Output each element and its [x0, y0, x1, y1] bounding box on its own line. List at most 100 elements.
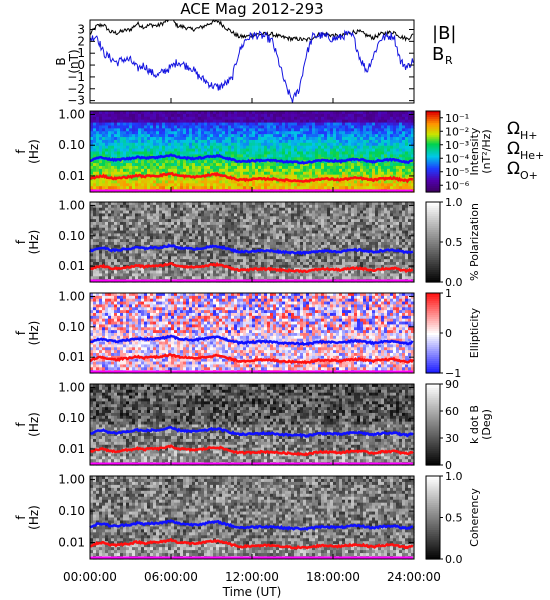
gyro-line-Hplus — [90, 153, 414, 165]
heatmap-cell — [138, 171, 142, 176]
heatmap-cell — [339, 125, 343, 129]
heatmap-cell — [261, 142, 265, 147]
heatmap-cell — [156, 116, 160, 121]
heatmap-cell — [330, 154, 334, 158]
heatmap-cell — [408, 151, 412, 155]
heatmap-cell — [90, 270, 94, 275]
heatmap-cell — [216, 128, 220, 132]
heatmap-cell — [210, 111, 214, 115]
heatmap-cell — [99, 148, 103, 153]
heatmap-cell — [90, 122, 94, 127]
heatmap-cell — [93, 256, 97, 260]
heatmap-cell — [321, 148, 325, 153]
heatmap-cell — [405, 145, 409, 150]
heatmap-cell — [351, 111, 355, 115]
heatmap-cell — [159, 113, 163, 118]
heatmap-cell — [168, 163, 172, 167]
heatmap-cell — [159, 186, 163, 190]
heatmap-cell — [174, 116, 178, 121]
heatmap-cell — [90, 230, 94, 235]
heatmap-cell — [99, 273, 103, 277]
heatmap-cell — [372, 168, 376, 173]
heatmap-cell — [276, 186, 280, 190]
heatmap-cell — [219, 125, 223, 129]
heatmap-cell — [396, 111, 400, 115]
heatmap-cell — [318, 180, 322, 184]
heatmap-cell — [279, 168, 283, 173]
heatmap-cell — [339, 157, 343, 161]
heatmap-cell — [171, 122, 175, 127]
heatmap-cell — [318, 116, 322, 121]
heatmap-cell — [396, 148, 400, 153]
heatmap-cell — [396, 174, 400, 179]
heatmap-cell — [90, 116, 94, 121]
heatmap-cell — [126, 186, 130, 190]
heatmap-cell — [234, 168, 238, 173]
heatmap-cell — [393, 154, 397, 158]
heatmap-cell — [165, 131, 169, 135]
heatmap-cell — [135, 186, 139, 190]
heatmap-cell — [222, 128, 226, 132]
heatmap-cell — [360, 142, 364, 147]
heatmap-cell — [351, 116, 355, 121]
heatmap-cell — [246, 180, 250, 184]
heatmap-cell — [150, 151, 154, 155]
heatmap-cell — [93, 145, 97, 150]
heatmap-cell — [354, 177, 358, 182]
heatmap-cell — [324, 122, 328, 127]
legend-omega-Heplus: Ω — [507, 139, 520, 159]
y-axis-label: B — [54, 57, 68, 65]
heatmap-cell — [153, 163, 157, 167]
heatmap-cell — [102, 165, 106, 170]
heatmap-cell — [168, 134, 172, 138]
heatmap-cell — [408, 119, 412, 124]
heatmap-cell — [378, 148, 382, 153]
heatmap-cell — [132, 113, 136, 118]
heatmap-cell — [132, 177, 136, 182]
heatmap-cell — [219, 131, 223, 135]
heatmap-cell — [222, 113, 226, 118]
heatmap-cell — [162, 134, 166, 138]
heatmap-cell — [327, 134, 331, 138]
heatmap-cell — [390, 183, 394, 187]
legend-omega-sub: O+ — [520, 169, 538, 182]
heatmap-cell — [276, 148, 280, 153]
heatmap-cell — [273, 186, 277, 190]
heatmap-cell — [126, 111, 130, 115]
heatmap-cell — [255, 180, 259, 184]
heatmap-cell — [249, 151, 253, 155]
heatmap-cell — [129, 128, 133, 132]
heatmap-cell — [273, 183, 277, 187]
heatmap-cell — [306, 139, 310, 144]
heatmap-cell — [138, 125, 142, 129]
heatmap-cell — [180, 177, 184, 182]
heatmap-cell — [108, 204, 112, 209]
heatmap-cell — [93, 242, 97, 246]
heatmap-cell — [252, 128, 256, 132]
heatmap-cell — [198, 171, 202, 176]
heatmap-cell — [96, 128, 100, 132]
heatmap-cell — [204, 160, 208, 164]
heatmap-cell — [276, 134, 280, 138]
heatmap-cell — [108, 134, 112, 138]
heatmap-cell — [108, 262, 112, 266]
heatmap-cell — [393, 183, 397, 187]
heatmap-cell — [102, 273, 106, 277]
heatmap-cell — [330, 186, 334, 190]
heatmap-cell — [228, 165, 232, 170]
heatmap-cell — [228, 128, 232, 132]
heatmap-cell — [189, 122, 193, 127]
heatmap-cell — [282, 186, 286, 190]
heatmap-cell — [237, 134, 241, 138]
heatmap-cell — [246, 122, 250, 127]
heatmap-cell — [168, 186, 172, 190]
heatmap-cell — [111, 242, 115, 246]
heatmap-cell — [345, 122, 349, 127]
heatmap-cell — [207, 131, 211, 135]
heatmap-cell — [402, 142, 406, 147]
heatmap-cell — [327, 168, 331, 173]
heatmap-cell — [381, 151, 385, 155]
heatmap-cell — [216, 142, 220, 147]
heatmap-cell — [354, 122, 358, 127]
heatmap-cell — [126, 183, 130, 187]
